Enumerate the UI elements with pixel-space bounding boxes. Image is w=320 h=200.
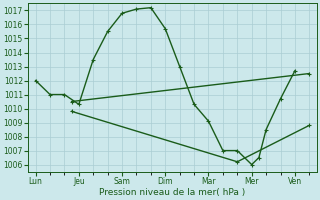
X-axis label: Pression niveau de la mer( hPa ): Pression niveau de la mer( hPa ) [99,188,245,197]
